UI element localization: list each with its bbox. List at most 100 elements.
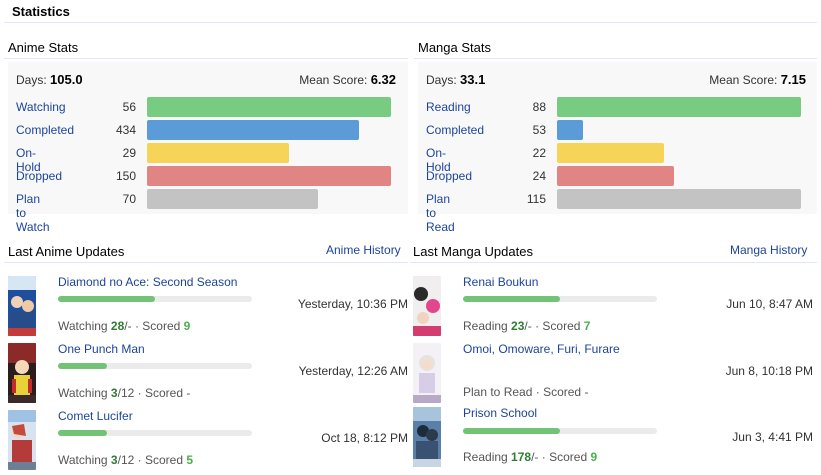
manga-update-progress-value: 178 [511,450,532,464]
anime-cover-one-punch-man [8,343,36,403]
anime-bar-watching [147,97,391,117]
manga-score-value: 7.15 [780,72,806,87]
manga-days-value: 33.1 [460,72,486,87]
anime-cover-image[interactable] [8,410,36,470]
manga-count-reading: 88 [532,100,546,114]
manga-cover-prison-school [413,407,441,467]
anime-update-meta: Watching 3/12 · Scored - [58,386,190,400]
manga-days: Days: 33.1 [426,72,485,87]
manga-status-plan-to-read[interactable]: Plan to Read [426,192,455,234]
manga-stats-heading: Manga Stats [418,40,491,55]
manga-count-dropped: 24 [532,169,546,183]
manga-update-date: Jun 8, 10:18 PM [725,364,813,378]
anime-update-status: Watching [58,386,108,400]
manga-update-progress-fill [463,428,560,434]
anime-update-progress-fill [58,363,107,369]
anime-update-score: 9 [183,319,191,333]
manga-updates-divider [410,262,817,263]
manga-update-title[interactable]: Renai Boukun [463,275,539,289]
anime-update-progress-fill [58,430,107,436]
anime-cover-comet-lucifer [8,410,36,470]
manga-update-progress-track [463,428,657,434]
manga-update-score-label: · Scored [535,319,581,333]
anime-days-label: Days: [16,73,47,87]
anime-count-watching: 56 [122,100,136,114]
manga-updates-heading: Last Manga Updates [413,244,533,259]
manga-update-score-label: · Scored [535,385,582,399]
manga-update-status: Reading [463,319,508,333]
anime-score-label: Mean Score: [299,73,368,87]
anime-mean-score: Mean Score: 6.32 [250,72,396,87]
manga-status-reading[interactable]: Reading [426,100,471,114]
anime-update-total: /12 [117,453,135,467]
manga-update-score-label: · Scored [541,450,588,464]
manga-update-status: Plan to Read [463,385,533,399]
anime-update-meta: Watching 3/12 · Scored 5 [58,453,193,467]
anime-count-on-hold: 29 [122,146,136,160]
manga-update-title[interactable]: Prison School [463,406,538,420]
manga-cover-renai-boukun [413,276,441,336]
anime-status-watching[interactable]: Watching [16,100,66,114]
anime-update-progress-track [58,296,252,302]
anime-status-plan-to-watch[interactable]: Plan to Watch [16,192,50,234]
anime-updates-heading: Last Anime Updates [8,244,125,259]
anime-update-date: Yesterday, 10:36 PM [297,297,408,311]
manga-update-progress-value: 23 [511,319,525,333]
manga-update-progress-fill [463,296,560,302]
anime-update-title[interactable]: One Punch Man [58,342,145,356]
anime-update-meta: Watching 28/- · Scored 9 [58,319,190,333]
manga-cover-image[interactable] [413,276,441,336]
anime-cover-image[interactable] [8,276,36,336]
anime-status-on-hold[interactable]: On-Hold [16,146,41,174]
manga-status-on-hold[interactable]: On-Hold [426,146,451,174]
anime-update-progress-value: 3 [110,386,118,400]
manga-bar-plan-to-read [557,189,801,209]
manga-update-date: Jun 10, 8:47 AM [726,297,813,311]
manga-update-total: /- [524,319,532,333]
manga-count-completed: 53 [532,123,546,137]
anime-history-link[interactable]: Anime History [326,243,401,257]
manga-update-title[interactable]: Omoi, Omoware, Furi, Furare [463,342,620,356]
manga-stats-divider [414,58,817,59]
manga-update-score: 9 [590,450,598,464]
manga-score-label: Mean Score: [709,73,778,87]
manga-bar-dropped [557,166,674,186]
manga-bar-reading [557,97,801,117]
manga-status-completed[interactable]: Completed [426,123,485,137]
manga-mean-score: Mean Score: 7.15 [660,72,806,87]
anime-cover-image[interactable] [8,343,36,403]
manga-cover-image[interactable] [413,343,441,403]
manga-status-dropped[interactable]: Dropped [426,169,473,183]
manga-days-label: Days: [426,73,457,87]
anime-stats-divider [4,58,408,59]
anime-update-progress-track [58,363,252,369]
anime-bar-plan-to-watch [147,189,318,209]
manga-update-score: 7 [583,319,591,333]
anime-count-plan-to-watch: 70 [122,192,136,206]
anime-updates-divider [4,262,408,263]
anime-count-completed: 434 [115,123,136,137]
manga-cover-omoi-omoware [413,343,441,403]
anime-bar-on-hold [147,143,289,163]
anime-update-status: Watching [58,453,108,467]
anime-update-progress-fill [58,296,155,302]
manga-update-date: Jun 3, 4:41 PM [732,430,813,444]
manga-history-link[interactable]: Manga History [730,243,808,257]
anime-update-title[interactable]: Comet Lucifer [58,409,133,423]
anime-update-score-label: · Scored [137,453,183,467]
manga-update-score: - [584,385,589,399]
manga-count-on-hold: 22 [532,146,546,160]
anime-cover-diamond-no-ace [8,276,36,336]
anime-update-score: 5 [186,453,194,467]
anime-update-status: Watching [58,319,108,333]
anime-status-dropped[interactable]: Dropped [16,169,63,183]
manga-count-plan-to-read: 115 [526,192,546,206]
anime-update-score: - [186,386,191,400]
manga-update-status: Reading [463,450,508,464]
anime-status-completed[interactable]: Completed [16,123,75,137]
anime-days: Days: 105.0 [16,72,83,87]
anime-update-title[interactable]: Diamond no Ace: Second Season [58,275,238,289]
manga-bar-on-hold [557,143,664,163]
anime-update-progress-value: 28 [110,319,125,333]
manga-cover-image[interactable] [413,407,441,467]
